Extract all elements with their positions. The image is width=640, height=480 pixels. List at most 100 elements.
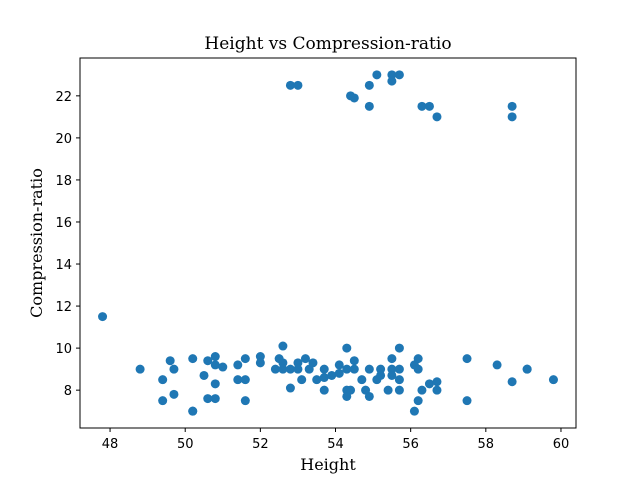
data-point — [270, 364, 280, 374]
chart-title: Height vs Compression-ratio — [204, 34, 451, 54]
data-point — [357, 375, 367, 385]
data-point — [297, 375, 307, 385]
data-point — [98, 312, 108, 322]
x-tick-label: 60 — [553, 437, 570, 452]
data-point — [413, 396, 423, 406]
data-point — [364, 391, 374, 401]
data-point — [240, 396, 250, 406]
data-point — [387, 370, 397, 380]
data-point — [308, 358, 318, 368]
data-point — [383, 385, 393, 395]
data-point — [394, 375, 404, 385]
data-point — [387, 364, 397, 374]
data-point — [210, 352, 220, 362]
data-point — [394, 364, 404, 374]
x-axis-ticks: 48 50 52 54 56 58 60 — [102, 428, 569, 452]
y-axis-label: Compression-ratio — [27, 168, 46, 318]
data-point — [376, 364, 386, 374]
data-point — [548, 375, 558, 385]
data-point — [240, 354, 250, 364]
data-point — [278, 358, 288, 368]
data-point — [293, 364, 303, 374]
y-tick-label: 14 — [55, 258, 72, 273]
data-point — [278, 341, 288, 351]
data-point — [334, 368, 344, 378]
y-axis-ticks: 8 10 12 14 16 18 20 22 — [55, 90, 80, 399]
x-tick-label: 50 — [177, 437, 194, 452]
data-point — [210, 394, 220, 404]
data-point — [199, 370, 209, 380]
data-point — [522, 364, 532, 374]
data-point — [255, 352, 265, 362]
data-point — [165, 356, 175, 366]
data-point — [188, 354, 198, 364]
data-point — [394, 343, 404, 353]
data-point — [394, 70, 404, 80]
data-point — [233, 360, 243, 370]
x-tick-label: 54 — [327, 437, 344, 452]
data-point — [349, 93, 359, 103]
x-axis-label: Height — [300, 455, 356, 474]
data-point — [203, 394, 213, 404]
data-point — [285, 80, 295, 90]
data-point — [417, 101, 427, 111]
data-point — [285, 383, 295, 393]
data-point — [507, 112, 517, 122]
data-point — [210, 379, 220, 389]
data-point — [432, 112, 442, 122]
data-point — [342, 364, 352, 374]
data-point — [372, 70, 382, 80]
data-point — [387, 76, 397, 86]
data-point — [417, 385, 427, 395]
x-tick-label: 58 — [478, 437, 495, 452]
data-point — [218, 362, 228, 372]
data-point — [462, 354, 472, 364]
data-point — [233, 375, 243, 385]
data-point — [349, 364, 359, 374]
data-point — [203, 356, 213, 366]
data-point — [394, 385, 404, 395]
y-tick-label: 20 — [55, 132, 72, 147]
data-point — [293, 80, 303, 90]
data-point — [293, 358, 303, 368]
data-point — [300, 354, 310, 364]
data-point — [319, 373, 329, 383]
data-point — [424, 101, 434, 111]
data-point — [376, 370, 386, 380]
x-tick-label: 56 — [402, 437, 419, 452]
data-point — [169, 389, 179, 399]
data-point — [319, 364, 329, 374]
data-point — [387, 354, 397, 364]
data-point — [188, 406, 198, 416]
data-point — [135, 364, 145, 374]
y-tick-label: 18 — [55, 174, 72, 189]
data-point — [312, 375, 322, 385]
data-point — [158, 396, 168, 406]
x-tick-label: 52 — [252, 437, 269, 452]
plot-frame — [79, 57, 577, 429]
data-point — [169, 364, 179, 374]
data-point — [507, 101, 517, 111]
data-point — [413, 354, 423, 364]
data-point — [462, 396, 472, 406]
data-point — [432, 385, 442, 395]
data-point — [334, 360, 344, 370]
data-point — [342, 343, 352, 353]
data-point — [349, 356, 359, 366]
data-point — [492, 360, 502, 370]
data-point — [240, 375, 250, 385]
data-point — [364, 101, 374, 111]
y-tick-label: 22 — [55, 90, 72, 105]
y-tick-label: 12 — [55, 300, 72, 315]
x-tick-label: 48 — [102, 437, 119, 452]
data-point — [364, 80, 374, 90]
y-tick-label: 16 — [55, 216, 72, 231]
data-points — [98, 70, 558, 416]
data-point — [210, 360, 220, 370]
data-point — [413, 364, 423, 374]
data-point — [158, 375, 168, 385]
data-point — [319, 385, 329, 395]
data-point — [278, 364, 288, 374]
